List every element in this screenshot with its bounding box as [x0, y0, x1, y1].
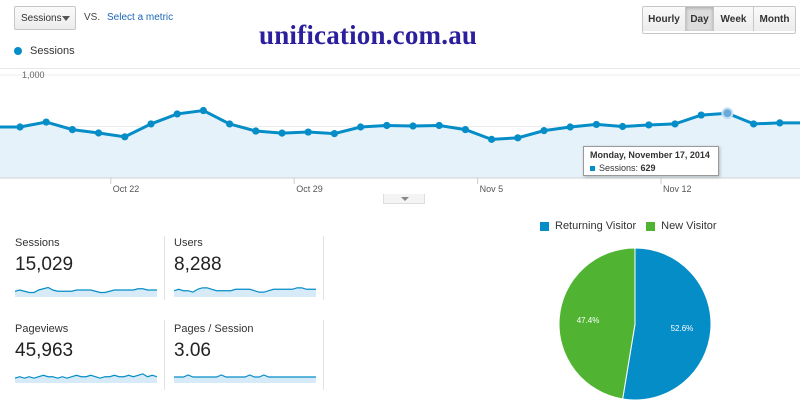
data-point: [173, 110, 181, 118]
data-point: [776, 119, 784, 127]
data-point: [147, 120, 155, 128]
metric-label: Pageviews: [15, 323, 69, 335]
chart-collapse-handle[interactable]: [383, 194, 425, 204]
data-point: [383, 121, 391, 130]
data-point: [278, 129, 286, 137]
data-point: [304, 128, 312, 136]
pie-legend-item-new[interactable]: New Visitor: [646, 220, 717, 232]
granularity-hourly-button[interactable]: Hourly: [643, 7, 686, 31]
data-point: [671, 120, 679, 128]
data-point: [357, 123, 365, 131]
sparkline-area: [15, 287, 157, 297]
data-point: [488, 135, 496, 143]
chart-top-border: [0, 68, 800, 69]
metric-sparkline: [15, 286, 157, 297]
pie-slice-label: 47.4%: [577, 316, 600, 325]
metric-sparkline: [15, 373, 157, 383]
metric-value: 3.06: [174, 340, 211, 361]
pie-slice-label: 52.6%: [671, 324, 694, 333]
divider: [164, 236, 165, 300]
metric-value: 45,963: [15, 340, 74, 361]
tooltip-series-swatch: [590, 165, 595, 171]
data-point: [16, 123, 24, 131]
data-point: [540, 127, 548, 135]
data-point: [68, 125, 76, 134]
sparkline-line: [174, 374, 316, 378]
metric-value: 8,288: [174, 254, 222, 275]
legend-label: Sessions: [30, 45, 75, 57]
pie-slice-returning-visitor: [622, 247, 712, 401]
metric-select[interactable]: Sessions: [14, 6, 76, 30]
main-chart-legend[interactable]: Sessions: [14, 45, 75, 57]
data-point: [592, 120, 601, 129]
x-tick-label: Nov 12: [663, 184, 692, 194]
data-point: [697, 111, 705, 119]
sparkline-area: [174, 287, 316, 297]
chart-tooltip: Monday, November 17, 2014 Sessions: 629: [583, 146, 719, 176]
data-point: [121, 133, 129, 141]
metric-card-sessions[interactable]: Sessions 15,029: [15, 237, 165, 317]
divider: [164, 320, 165, 390]
x-tick-label: Nov 5: [480, 184, 504, 194]
data-point: [95, 129, 103, 137]
metric-value: 15,029: [15, 254, 74, 275]
legend-dot-icon: [14, 47, 22, 55]
data-point: [750, 120, 758, 128]
data-point: [645, 121, 653, 129]
visitor-type-pie-chart[interactable]: 52.6% 47.4%: [550, 240, 720, 409]
granularity-day-button[interactable]: Day: [686, 7, 714, 31]
data-point: [435, 121, 443, 130]
legend-swatch: [540, 221, 549, 231]
data-point: [330, 130, 338, 138]
data-point: [514, 134, 522, 142]
tooltip-label: Sessions:: [599, 163, 639, 173]
metric-card-pageviews[interactable]: Pageviews 45,963: [15, 323, 165, 403]
sparkline-line: [15, 286, 157, 294]
pie-legend: Returning Visitor New Visitor: [540, 220, 727, 232]
y-tick-label: 1,000: [22, 70, 45, 80]
highlighted-data-point: [721, 107, 734, 120]
data-point: [619, 122, 627, 131]
metric-sparkline: [174, 287, 316, 297]
metric-card-users[interactable]: Users 8,288: [174, 237, 324, 317]
data-point: [42, 118, 50, 126]
data-point: [566, 123, 574, 131]
sparkline-area: [174, 375, 316, 383]
metric-sparkline: [174, 374, 316, 383]
select-metric-link[interactable]: Select a metric: [107, 12, 174, 23]
data-point: [226, 120, 234, 128]
legend-label: Returning Visitor: [555, 220, 637, 232]
granularity-toggle: Hourly Day Week Month: [642, 6, 796, 34]
watermark: unification.com.au: [259, 20, 478, 50]
data-point: [409, 122, 417, 130]
x-tick-label: Oct 29: [296, 184, 323, 194]
metric-select-label: Sessions: [21, 12, 62, 24]
chevron-down-icon: [62, 16, 70, 21]
metric-label: Sessions: [15, 237, 60, 249]
granularity-week-button[interactable]: Week: [714, 7, 754, 31]
metric-label: Users: [174, 237, 203, 249]
sparkline-line: [174, 287, 316, 293]
vs-label: VS.: [84, 12, 101, 23]
tooltip-date: Monday, November 17, 2014: [590, 150, 710, 160]
divider: [323, 320, 324, 390]
sparkline-area: [15, 373, 157, 383]
tooltip-value: 629: [640, 163, 656, 173]
granularity-month-button[interactable]: Month: [754, 7, 795, 31]
pie-legend-item-returning[interactable]: Returning Visitor: [540, 220, 636, 232]
metric-label: Pages / Session: [174, 323, 254, 335]
pie-slice-new-visitor: [558, 247, 636, 400]
x-tick-label: Oct 22: [113, 184, 140, 194]
data-point: [252, 127, 260, 135]
metric-card-pages-per-session[interactable]: Pages / Session 3.06: [174, 323, 324, 403]
legend-label: New Visitor: [661, 220, 717, 232]
sparkline-line: [15, 373, 157, 379]
legend-swatch: [646, 221, 656, 231]
data-point: [461, 125, 469, 134]
data-point: [199, 106, 207, 115]
divider: [323, 236, 324, 300]
